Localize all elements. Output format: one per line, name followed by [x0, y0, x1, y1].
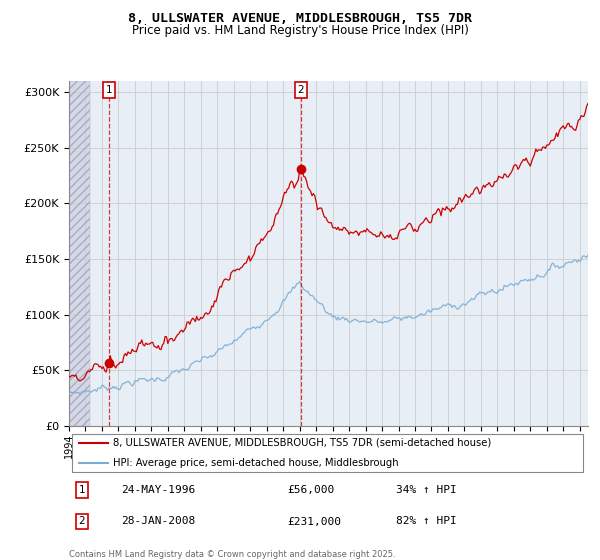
Text: 8, ULLSWATER AVENUE, MIDDLESBROUGH, TS5 7DR (semi-detached house): 8, ULLSWATER AVENUE, MIDDLESBROUGH, TS5 …: [113, 438, 491, 448]
Text: £231,000: £231,000: [287, 516, 341, 526]
Text: 2: 2: [298, 85, 304, 95]
Text: Contains HM Land Registry data © Crown copyright and database right 2025.
This d: Contains HM Land Registry data © Crown c…: [69, 550, 395, 560]
Text: 24-MAY-1996: 24-MAY-1996: [121, 485, 195, 495]
Text: 28-JAN-2008: 28-JAN-2008: [121, 516, 195, 526]
Text: 34% ↑ HPI: 34% ↑ HPI: [396, 485, 457, 495]
Text: 82% ↑ HPI: 82% ↑ HPI: [396, 516, 457, 526]
Text: 1: 1: [79, 485, 85, 495]
Text: 8, ULLSWATER AVENUE, MIDDLESBROUGH, TS5 7DR: 8, ULLSWATER AVENUE, MIDDLESBROUGH, TS5 …: [128, 12, 472, 25]
Bar: [69, 81, 91, 426]
Text: HPI: Average price, semi-detached house, Middlesbrough: HPI: Average price, semi-detached house,…: [113, 458, 399, 468]
Text: Price paid vs. HM Land Registry's House Price Index (HPI): Price paid vs. HM Land Registry's House …: [131, 24, 469, 36]
Bar: [69, 81, 91, 426]
Text: 2: 2: [79, 516, 85, 526]
Text: £56,000: £56,000: [287, 485, 334, 495]
Text: 1: 1: [106, 85, 112, 95]
FancyBboxPatch shape: [71, 433, 583, 473]
